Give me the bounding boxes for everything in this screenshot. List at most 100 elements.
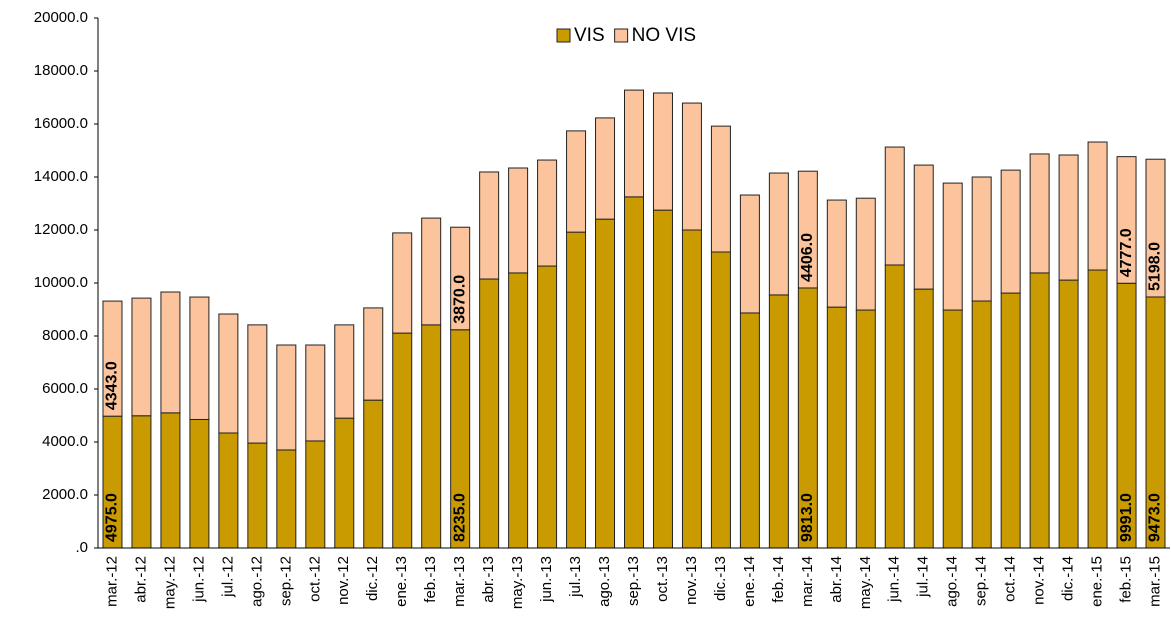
x-tick-label: nov.-13 (683, 556, 700, 605)
bar-segment (681, 102, 702, 231)
y-tick-label: 12000.0 (34, 221, 88, 238)
bar-segment (739, 312, 760, 549)
bar-segment (276, 449, 297, 549)
x-tick-label: may.-13 (509, 556, 526, 609)
legend-swatch (614, 28, 629, 43)
bar-segment (131, 415, 152, 549)
x-tick-label: mar.-14 (799, 556, 816, 607)
bar-segment (218, 313, 239, 434)
bar-segment (652, 92, 673, 211)
bar-segment (537, 159, 558, 267)
bar-segment (247, 442, 268, 549)
x-tick-label: abr.-13 (480, 556, 497, 603)
bar-segment (595, 218, 616, 549)
bar-segment (479, 278, 500, 549)
bar-segment (1000, 292, 1021, 549)
x-tick-label: ene.-15 (1089, 556, 1106, 607)
bar-segment (392, 332, 413, 549)
bar-segment (131, 297, 152, 417)
x-tick-label: feb.-14 (770, 556, 787, 603)
bar-segment (421, 324, 442, 549)
bar-segment (160, 291, 181, 414)
x-tick-label: abr.-12 (132, 556, 149, 603)
bar-segment (508, 272, 529, 549)
bar-segment (1058, 154, 1079, 281)
x-tick-label: jul.-12 (219, 556, 236, 598)
x-tick-label: may.-12 (161, 556, 178, 609)
x-tick-label: jun.-14 (886, 556, 903, 603)
bar-segment (1087, 141, 1108, 271)
y-tick-label: 16000.0 (34, 115, 88, 132)
x-tick-label: ago.-12 (248, 556, 265, 607)
data-label: 9813.0 (799, 493, 816, 542)
data-label: 9473.0 (1147, 493, 1164, 542)
y-tick-label: 10000.0 (34, 274, 88, 291)
bar-segment (479, 171, 500, 280)
bar-segment (913, 288, 934, 549)
x-tick-label: jul.-13 (567, 556, 584, 598)
x-tick-label: mar.-15 (1146, 556, 1163, 607)
bar-segment (1029, 153, 1050, 274)
bar-segment (971, 300, 992, 549)
bar-segment (681, 229, 702, 549)
bar-segment (710, 125, 731, 253)
bar-segment (884, 146, 905, 266)
x-tick-label: nov.-12 (335, 556, 352, 605)
bar-segment (855, 309, 876, 549)
data-label: 5198.0 (1147, 242, 1164, 291)
legend-label: NO VIS (632, 25, 696, 46)
bar-segment (768, 294, 789, 549)
bar-segment (826, 306, 847, 549)
bar-segment (305, 440, 326, 549)
data-label: 3870.0 (451, 275, 468, 324)
bar-segment (247, 324, 268, 444)
bar-segment (189, 418, 210, 549)
data-label: 9991.0 (1118, 493, 1135, 542)
data-label: 8235.0 (451, 493, 468, 542)
x-tick-label: may.-14 (857, 556, 874, 609)
x-tick-label: sep.-12 (277, 556, 294, 606)
x-tick-label: feb.-13 (422, 556, 439, 603)
bar-segment (421, 217, 442, 326)
bar-segment (1058, 279, 1079, 549)
bar-segment (276, 344, 297, 451)
x-tick-label: jun.-12 (190, 556, 207, 603)
bar-segment (537, 265, 558, 549)
bar-segment (710, 251, 731, 549)
bar-segment (450, 226, 471, 331)
legend-label: VIS (574, 25, 605, 46)
bar-segment (566, 130, 587, 233)
data-label: 4975.0 (104, 493, 121, 542)
y-tick-label: 4000.0 (42, 433, 88, 450)
bar-segment (1087, 269, 1108, 549)
x-tick-label: abr.-14 (828, 556, 845, 603)
x-tick-label: ago.-14 (944, 556, 961, 607)
bar-segment (334, 324, 355, 419)
bar-segment (160, 412, 181, 549)
x-tick-label: oct.-13 (654, 556, 671, 602)
bar-segment (334, 417, 355, 549)
bar-segment (797, 170, 818, 289)
bar-segment (189, 296, 210, 420)
bar-segment (942, 182, 963, 311)
x-tick-label: ago.-13 (596, 556, 613, 607)
y-tick-label: 14000.0 (34, 168, 88, 185)
bar-segment (363, 399, 384, 549)
bar-segment (739, 194, 760, 314)
x-tick-label: jul.-14 (915, 556, 932, 598)
bar-segment (508, 167, 529, 274)
x-tick-label: ene.-13 (393, 556, 410, 607)
bar-segment (624, 89, 644, 198)
x-tick-label: jun.-13 (538, 556, 555, 603)
x-tick-label: mar.-13 (451, 556, 468, 607)
bar-segment (652, 209, 673, 549)
y-tick-label: 18000.0 (34, 62, 88, 79)
x-tick-label: dic.-14 (1060, 556, 1077, 601)
y-tick-label: 20000.0 (34, 9, 88, 26)
x-tick-label: ene.-14 (741, 556, 758, 607)
data-label: 4777.0 (1118, 228, 1135, 277)
bar-segment (942, 309, 963, 549)
bar-segment (102, 300, 123, 417)
x-tick-label: nov.-14 (1031, 556, 1048, 605)
